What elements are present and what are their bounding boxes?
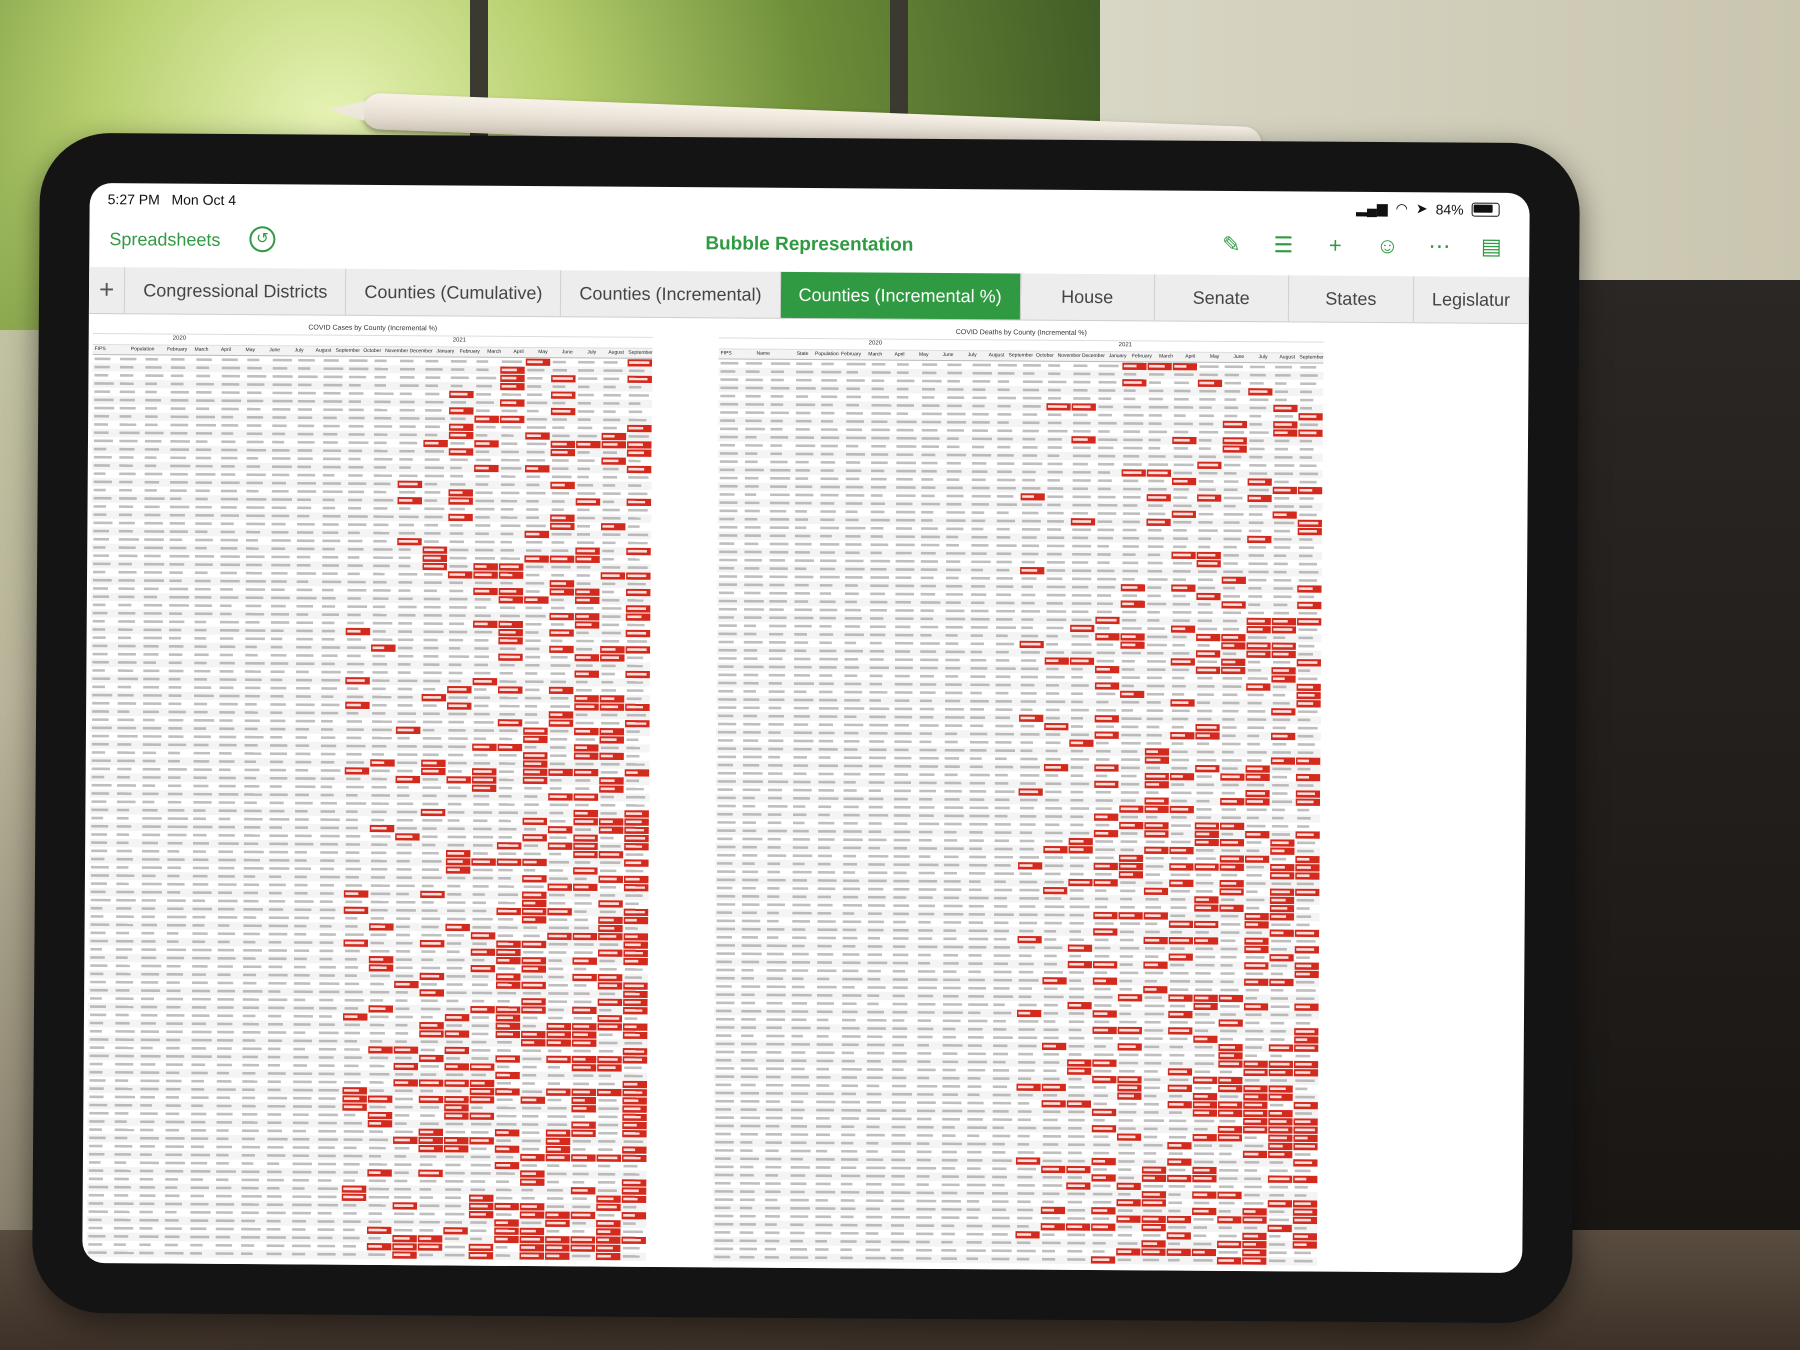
column-header[interactable]: January (436, 348, 455, 355)
location-icon: ➤ (1415, 200, 1428, 217)
tab-states[interactable]: States (1288, 275, 1415, 323)
column-header[interactable]: April (220, 346, 231, 353)
column-header[interactable]: June (942, 351, 954, 359)
column-header[interactable]: September (628, 349, 653, 356)
time-text: 5:27 PM (107, 191, 160, 208)
cell-grid (712, 361, 1324, 1266)
status-right: ▂▄▆ ◠ ➤ 84% (1356, 200, 1500, 218)
column-header[interactable]: October (363, 347, 382, 355)
add-sheet-button[interactable]: + (88, 266, 126, 314)
column-header[interactable]: August (988, 352, 1005, 359)
deaths-table[interactable]: COVID Deaths by County (Incremental %) 2… (712, 325, 1324, 1272)
column-header[interactable]: April (894, 351, 905, 358)
toolbar: Spreadsheets ↺ Bubble Representation ✎ ☰… (89, 217, 1529, 271)
sheet-tabs: + Congressional Districts Counties (Cumu… (88, 266, 1530, 325)
tab-congressional-districts[interactable]: Congressional Districts (125, 267, 347, 315)
column-header[interactable]: April (1185, 353, 1196, 360)
column-header[interactable]: September (1299, 354, 1324, 361)
column-header[interactable]: September (335, 347, 361, 354)
status-bar: 5:27 PM Mon Oct 4 ▂▄▆ ◠ ➤ 84% (90, 183, 1530, 223)
column-header[interactable]: June (269, 347, 281, 354)
column-header[interactable]: July (587, 349, 597, 356)
column-header[interactable]: August (1279, 354, 1296, 361)
column-header[interactable]: March (868, 351, 883, 358)
tab-counties-incremental[interactable]: Counties (Incremental) (561, 270, 781, 318)
wifi-icon: ◠ (1395, 200, 1408, 217)
deaths-table-rows[interactable] (712, 359, 1324, 1271)
stylus-tip (327, 99, 365, 121)
column-header[interactable]: May (538, 349, 548, 356)
format-icon[interactable]: ☰ (1273, 232, 1294, 258)
column-header[interactable]: December (1081, 352, 1105, 360)
year-2020-label: 2020 (868, 340, 883, 347)
cases-table-rows[interactable] (86, 355, 653, 1267)
status-time: 5:27 PM Mon Oct 4 (108, 191, 237, 208)
date-text: Mon Oct 4 (171, 191, 237, 209)
tablet-device: 5:27 PM Mon Oct 4 ▂▄▆ ◠ ➤ 84% Spreadshee… (31, 132, 1581, 1324)
signal-icon: ▂▄▆ (1356, 199, 1388, 217)
column-header[interactable]: January (1108, 353, 1127, 360)
battery-icon (1471, 202, 1500, 217)
column-header[interactable]: Population (130, 346, 155, 353)
column-header[interactable]: March (194, 346, 209, 353)
tablet-screen: 5:27 PM Mon Oct 4 ▂▄▆ ◠ ➤ 84% Spreadshee… (82, 182, 1530, 1274)
column-header[interactable]: Name (756, 350, 770, 357)
column-header[interactable]: March (487, 348, 502, 355)
column-header[interactable]: July (967, 352, 977, 359)
column-header[interactable]: August (608, 349, 624, 356)
column-header[interactable]: May (1209, 353, 1220, 360)
column-header[interactable]: April (513, 348, 524, 356)
column-header[interactable]: March (1159, 353, 1174, 360)
column-header[interactable]: February (167, 346, 188, 353)
column-header[interactable]: August (315, 347, 332, 354)
more-icon[interactable]: ⋯ (1428, 233, 1451, 259)
column-header[interactable]: December (409, 348, 433, 355)
collaborate-icon[interactable]: ☺ (1376, 232, 1399, 259)
column-header[interactable]: July (1258, 354, 1268, 361)
year-2020-label: 2020 (172, 335, 187, 342)
toolbar-icons: ✎ ☰ + ☺ ⋯ ▤ (1219, 231, 1503, 259)
column-header[interactable]: FIPS (720, 350, 732, 357)
year-2021-label: 2021 (452, 337, 467, 344)
column-header[interactable]: February (1131, 353, 1152, 360)
column-header[interactable]: November (1057, 352, 1081, 359)
column-header[interactable]: Population (814, 351, 839, 358)
column-header[interactable]: July (294, 347, 304, 354)
plus-icon[interactable]: + (1328, 232, 1342, 258)
tab-legislatures[interactable]: Legislatur (1413, 276, 1530, 324)
cell-grid (86, 357, 653, 1261)
tab-counties-incremental-percent[interactable]: Counties (Incremental %) (780, 271, 1021, 320)
column-header[interactable]: State (796, 350, 809, 358)
column-header[interactable]: May (918, 351, 929, 358)
paintbrush-icon[interactable]: ✎ (1222, 231, 1241, 258)
column-header[interactable]: November (385, 348, 409, 355)
column-header[interactable]: May (245, 347, 256, 354)
column-header[interactable]: June (561, 349, 573, 356)
battery-percent: 84% (1435, 200, 1464, 218)
tab-house[interactable]: House (1020, 273, 1155, 321)
column-header[interactable]: February (841, 351, 862, 358)
tab-senate[interactable]: Senate (1154, 274, 1289, 322)
document-icon[interactable]: ▤ (1480, 233, 1502, 259)
year-2021-label: 2021 (1118, 342, 1133, 349)
tab-counties-cumulative[interactable]: Counties (Cumulative) (346, 268, 562, 317)
column-header[interactable]: FIPS (94, 346, 106, 353)
column-header[interactable]: September (1008, 352, 1033, 359)
column-header[interactable]: February (459, 348, 480, 355)
column-header[interactable]: June (1233, 353, 1245, 361)
column-header[interactable]: October (1035, 352, 1054, 359)
cases-table[interactable]: COVID Cases by County (Incremental %) 20… (86, 321, 653, 1267)
